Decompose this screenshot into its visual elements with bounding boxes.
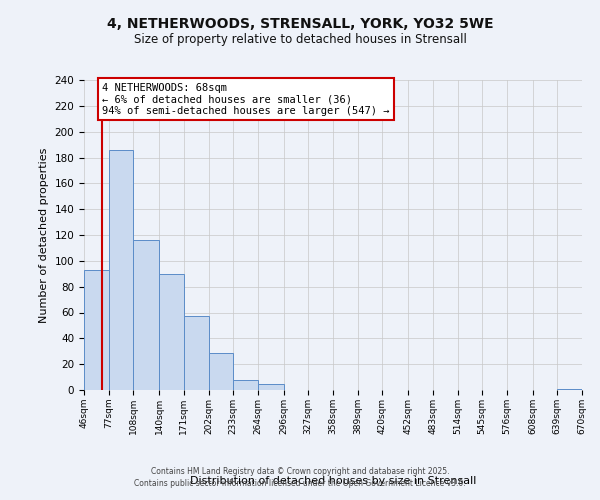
Bar — [133, 240, 159, 390]
Text: 4, NETHERWOODS, STRENSALL, YORK, YO32 5WE: 4, NETHERWOODS, STRENSALL, YORK, YO32 5W… — [107, 18, 493, 32]
Text: Size of property relative to detached houses in Strensall: Size of property relative to detached ho… — [134, 32, 466, 46]
Bar — [209, 352, 233, 390]
Bar — [184, 316, 209, 390]
Text: Contains HM Land Registry data © Crown copyright and database right 2025.
Contai: Contains HM Land Registry data © Crown c… — [134, 466, 466, 487]
Bar — [109, 150, 133, 390]
Bar — [84, 270, 109, 390]
Bar — [258, 384, 284, 390]
Bar — [159, 274, 184, 390]
Bar — [233, 380, 258, 390]
Y-axis label: Number of detached properties: Number of detached properties — [39, 148, 49, 322]
Text: 4 NETHERWOODS: 68sqm
← 6% of detached houses are smaller (36)
94% of semi-detach: 4 NETHERWOODS: 68sqm ← 6% of detached ho… — [103, 82, 390, 116]
X-axis label: Distribution of detached houses by size in Strensall: Distribution of detached houses by size … — [190, 476, 476, 486]
Bar — [557, 388, 582, 390]
